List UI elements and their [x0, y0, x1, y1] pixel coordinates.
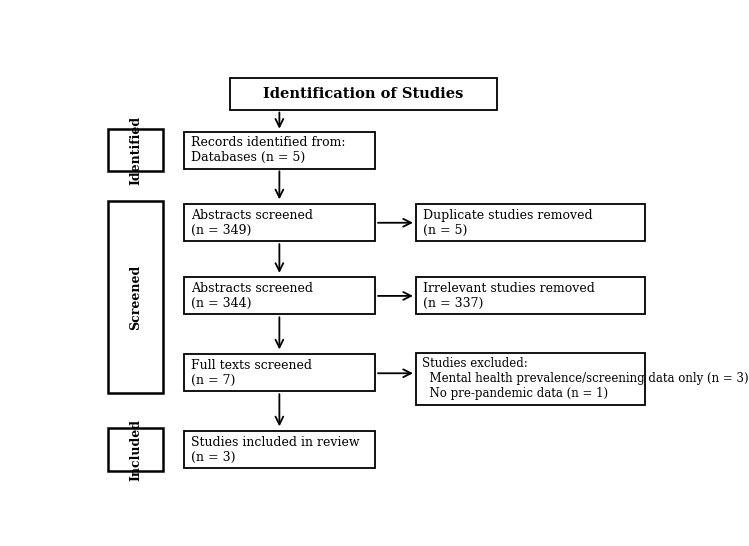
Text: Identification of Studies: Identification of Studies	[264, 87, 464, 101]
FancyBboxPatch shape	[184, 354, 375, 391]
FancyBboxPatch shape	[184, 204, 375, 241]
FancyBboxPatch shape	[416, 204, 645, 241]
Text: Screened: Screened	[130, 265, 142, 330]
FancyBboxPatch shape	[416, 277, 645, 314]
FancyBboxPatch shape	[108, 428, 163, 471]
FancyBboxPatch shape	[108, 201, 163, 394]
FancyBboxPatch shape	[230, 78, 497, 110]
Text: Studies included in review
(n = 3): Studies included in review (n = 3)	[191, 436, 360, 464]
Text: Abstracts screened
(n = 349): Abstracts screened (n = 349)	[191, 209, 313, 237]
Text: Identified: Identified	[130, 115, 142, 185]
Text: Included: Included	[130, 419, 142, 480]
FancyBboxPatch shape	[416, 353, 645, 405]
Text: Duplicate studies removed
(n = 5): Duplicate studies removed (n = 5)	[422, 209, 592, 237]
FancyBboxPatch shape	[184, 132, 375, 169]
Text: Full texts screened
(n = 7): Full texts screened (n = 7)	[191, 359, 312, 387]
Text: Abstracts screened
(n = 344): Abstracts screened (n = 344)	[191, 282, 313, 310]
Text: Studies excluded:
  Mental health prevalence/screening data only (n = 3)
  No pr: Studies excluded: Mental health prevalen…	[422, 358, 748, 400]
FancyBboxPatch shape	[184, 277, 375, 314]
FancyBboxPatch shape	[108, 128, 163, 171]
Text: Irrelevant studies removed
(n = 337): Irrelevant studies removed (n = 337)	[422, 282, 595, 310]
FancyBboxPatch shape	[184, 431, 375, 468]
Text: Records identified from:
Databases (n = 5): Records identified from: Databases (n = …	[191, 136, 346, 164]
